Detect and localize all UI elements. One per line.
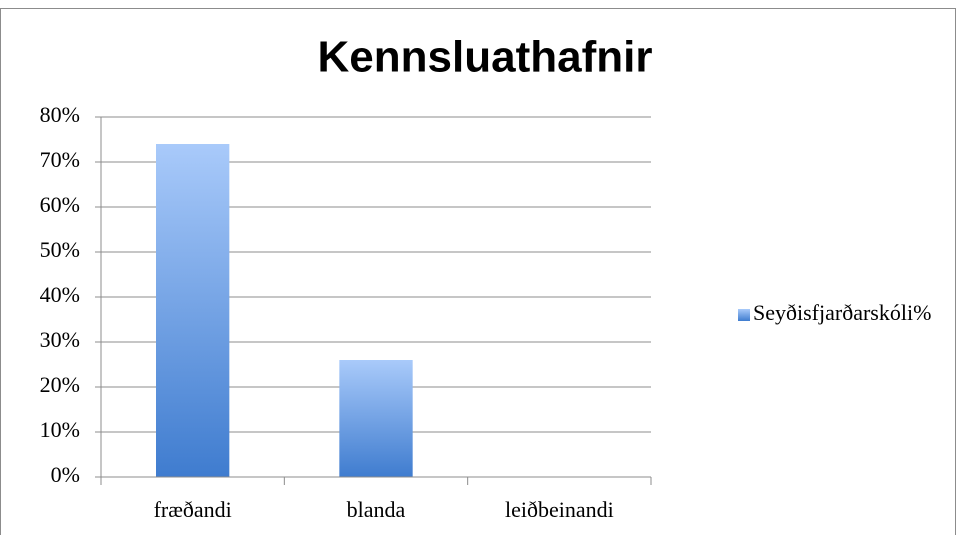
y-tick-label: 70% <box>40 147 80 172</box>
y-tick-label: 60% <box>40 192 80 217</box>
y-tick-label: 30% <box>40 327 80 352</box>
x-tick-label: leiðbeinandi <box>505 497 614 522</box>
y-tick-label: 10% <box>40 417 80 442</box>
legend-label: Seyðisfjarðarskóli% <box>753 300 931 325</box>
bar <box>156 144 230 477</box>
y-tick-label: 50% <box>40 237 80 262</box>
bar <box>339 360 413 477</box>
legend-swatch <box>738 309 750 321</box>
y-tick-label: 20% <box>40 372 80 397</box>
x-tick-label: fræðandi <box>154 497 232 522</box>
y-tick-label: 40% <box>40 282 80 307</box>
y-tick-label: 0% <box>51 462 80 487</box>
chart-frame <box>0 8 956 535</box>
y-tick-label: 80% <box>40 102 80 127</box>
x-tick-label: blanda <box>347 497 406 522</box>
chart-title: Kennsluathafnir <box>318 33 653 82</box>
